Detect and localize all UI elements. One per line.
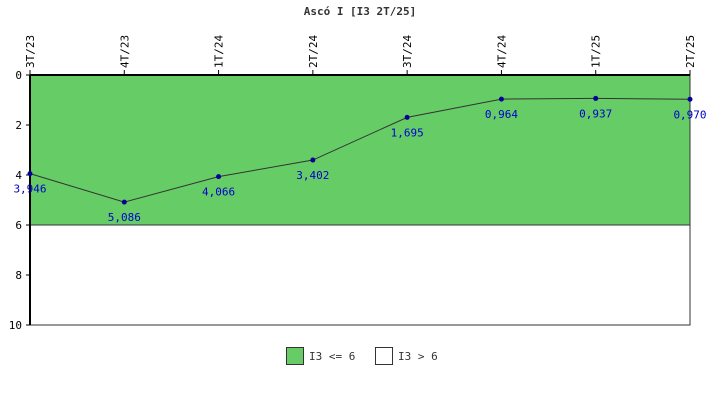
x-tick-label: 4T/24 <box>495 35 508 68</box>
x-tick-label: 2T/25 <box>684 35 697 68</box>
data-label: 0,937 <box>579 107 612 120</box>
data-label: 3,402 <box>296 169 329 182</box>
data-series <box>27 95 693 205</box>
y-tick-label: 8 <box>15 269 22 282</box>
data-label: 1,695 <box>391 126 424 139</box>
data-point <box>404 114 410 120</box>
data-label: 0,970 <box>673 108 706 121</box>
data-point <box>310 157 316 163</box>
data-label: 3,946 <box>13 183 46 196</box>
band-1 <box>30 225 690 325</box>
legend: I3 <= 6 I3 > 6 <box>0 345 720 367</box>
x-tick-label: 2T/24 <box>307 35 320 68</box>
legend-swatch-green <box>286 347 304 365</box>
x-tick-label: 1T/24 <box>213 35 226 68</box>
x-tick-label: 3T/23 <box>24 35 37 68</box>
data-label: 4,066 <box>202 186 235 199</box>
series-line <box>29 97 691 203</box>
y-tick-label: 6 <box>15 219 22 232</box>
legend-item-white: I3 > 6 <box>375 345 438 367</box>
legend-label: I3 <= 6 <box>309 349 356 363</box>
y-tick-label: 10 <box>9 319 22 332</box>
data-point <box>27 171 33 177</box>
plot-frame <box>29 74 691 326</box>
x-tick-label: 1T/25 <box>590 35 603 68</box>
data-label: 0,964 <box>485 108 518 121</box>
x-tick-label: 4T/23 <box>118 35 131 68</box>
data-point <box>121 199 127 205</box>
chart-title: Ascó I [I3 2T/25] <box>304 5 417 18</box>
legend-item-green: I3 <= 6 <box>286 345 355 367</box>
data-point <box>216 174 222 180</box>
threshold-bands <box>30 75 690 325</box>
band-0 <box>30 75 690 225</box>
data-labels: 3,946 5,086 4,066 3,402 1,695 0,964 0,937 0,970 <box>13 107 706 224</box>
data-label: 5,086 <box>108 211 141 224</box>
y-tick-label: 2 <box>15 119 22 132</box>
y-tick-label: 4 <box>15 169 22 182</box>
x-tick-label: 3T/24 <box>401 35 414 68</box>
data-point <box>687 96 693 102</box>
y-axis-ticks: 0 2 4 6 8 10 <box>9 69 30 332</box>
data-point <box>593 95 599 101</box>
x-axis-ticks: 3T/23 4T/23 1T/24 2T/24 3T/24 4T/24 1T/25 2T/25 <box>24 35 697 75</box>
legend-swatch-white <box>375 347 393 365</box>
data-point <box>498 96 504 102</box>
legend-label: I3 > 6 <box>398 349 438 363</box>
y-tick-label: 0 <box>15 69 22 82</box>
chart-svg: Ascó I [I3 2T/25] 3T/23 4T/23 1T/24 2T/24 3T… <box>9 5 707 332</box>
